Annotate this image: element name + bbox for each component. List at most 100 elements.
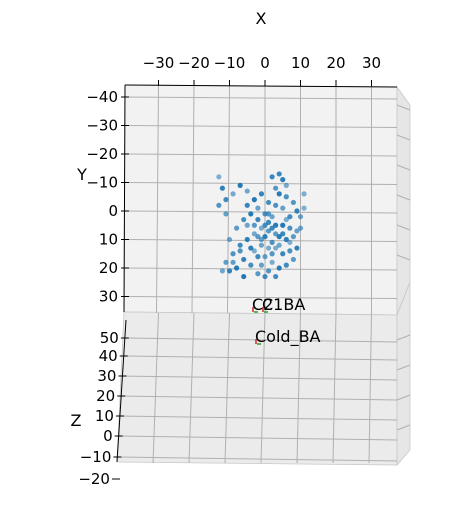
x-tick-labels: −30 −20 −10 0 10 20 30 bbox=[143, 54, 381, 86]
data-point bbox=[223, 197, 229, 203]
grid-line bbox=[396, 224, 411, 231]
grid-line bbox=[124, 125, 398, 128]
data-point bbox=[287, 214, 293, 220]
data-point bbox=[287, 248, 293, 254]
grid-line bbox=[396, 104, 411, 111]
data-point bbox=[223, 211, 229, 217]
grid-line bbox=[124, 296, 398, 299]
grid-line bbox=[396, 424, 411, 431]
z-tick-label: −20 bbox=[78, 470, 110, 488]
z-tick-label: 0 bbox=[103, 427, 113, 445]
data-point bbox=[290, 256, 296, 263]
grid-line bbox=[121, 375, 398, 381]
data-point bbox=[276, 171, 282, 177]
x-tick-label: 30 bbox=[362, 54, 381, 72]
y-tick-label: −10 bbox=[86, 174, 118, 192]
data-point bbox=[301, 205, 307, 211]
data-point bbox=[269, 174, 275, 180]
annotation-label: C1BA bbox=[262, 295, 305, 314]
data-point bbox=[280, 205, 286, 211]
z-axis-line bbox=[116, 319, 127, 463]
data-point bbox=[241, 216, 247, 223]
grid-line bbox=[124, 210, 398, 214]
y-axis-label: Y bbox=[76, 165, 87, 184]
data-point bbox=[237, 182, 243, 188]
data-point bbox=[255, 216, 261, 223]
data-point bbox=[280, 251, 286, 257]
annotation-label: C2 bbox=[252, 295, 273, 314]
y-tick-label: 30 bbox=[99, 288, 118, 306]
data-point bbox=[297, 214, 304, 220]
data-point bbox=[255, 234, 261, 240]
grid-line bbox=[124, 153, 398, 157]
data-point bbox=[230, 259, 236, 265]
data-point bbox=[283, 182, 289, 188]
y-axis-line bbox=[123, 84, 126, 313]
data-point bbox=[280, 231, 286, 237]
data-point bbox=[265, 228, 272, 234]
data-point bbox=[248, 262, 254, 268]
data-point bbox=[294, 208, 300, 214]
grid-line bbox=[124, 267, 398, 271]
data-point bbox=[269, 225, 275, 231]
grid-front bbox=[116, 312, 398, 464]
x-tick-label: 10 bbox=[291, 54, 310, 72]
data-point bbox=[290, 199, 296, 206]
data-point bbox=[230, 251, 236, 257]
grid-line bbox=[119, 415, 398, 421]
data-point bbox=[287, 225, 293, 231]
x-tick-label: −30 bbox=[143, 54, 175, 72]
data-point bbox=[223, 259, 229, 265]
data-point bbox=[219, 268, 225, 274]
grid-side bbox=[396, 104, 411, 431]
data-point bbox=[262, 234, 268, 240]
data-point bbox=[262, 211, 268, 217]
data-point bbox=[283, 236, 289, 243]
z-tick-label: 50 bbox=[100, 329, 119, 347]
data-point bbox=[301, 191, 307, 197]
z-tick-label: 40 bbox=[99, 347, 118, 365]
data-point bbox=[226, 268, 233, 274]
data-point bbox=[283, 262, 289, 268]
data-point bbox=[265, 245, 272, 251]
z-tick-label: 30 bbox=[97, 367, 116, 385]
data-point bbox=[276, 265, 282, 271]
grid-line bbox=[368, 312, 372, 464]
grid-line bbox=[396, 164, 411, 171]
data-point bbox=[216, 202, 222, 208]
x-tick-label: −20 bbox=[178, 54, 210, 72]
y-tick-label: 0 bbox=[108, 202, 118, 220]
data-point bbox=[273, 245, 279, 251]
data-point bbox=[273, 185, 279, 191]
data-point bbox=[287, 239, 293, 245]
y-tick-labels: −40 −30 −20 −10 0 10 20 30 bbox=[86, 88, 129, 306]
x-axis-line bbox=[124, 84, 398, 88]
data-point bbox=[255, 205, 261, 211]
data-points bbox=[216, 171, 307, 280]
data-point bbox=[276, 234, 282, 240]
data-point bbox=[248, 245, 254, 251]
data-point bbox=[269, 214, 275, 220]
side-pane bbox=[396, 85, 411, 316]
grid-line bbox=[124, 182, 398, 185]
grid-line bbox=[396, 394, 411, 401]
data-point bbox=[226, 236, 233, 243]
data-point bbox=[265, 268, 272, 274]
grid-line bbox=[120, 395, 398, 401]
y-tick-label: 20 bbox=[99, 259, 118, 277]
data-point bbox=[230, 191, 236, 197]
data-point bbox=[290, 234, 296, 240]
x-tick-label: 20 bbox=[326, 54, 345, 72]
grid-line bbox=[188, 312, 195, 464]
data-point bbox=[258, 191, 265, 197]
data-point bbox=[262, 222, 268, 228]
data-point bbox=[241, 256, 247, 263]
data-point bbox=[251, 222, 257, 228]
x-tick-label: 0 bbox=[260, 54, 270, 72]
top-pane bbox=[123, 84, 398, 316]
data-point bbox=[269, 259, 275, 265]
data-point bbox=[251, 248, 257, 254]
z-tick-label: 20 bbox=[96, 387, 115, 405]
